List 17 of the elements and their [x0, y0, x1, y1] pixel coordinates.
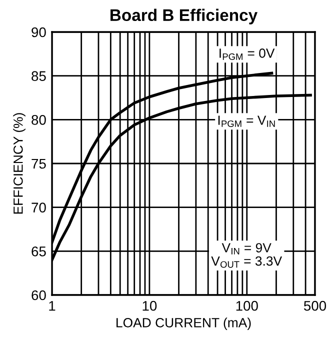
y-tick-label: 75 — [32, 158, 46, 169]
x-axis-title: LOAD CURRENT (mA) — [116, 318, 251, 330]
annotation: I$_{PGM}$ = 0V — [220, 48, 275, 60]
y-tick-label: 85 — [32, 71, 46, 82]
y-tick-label: 80 — [32, 115, 46, 125]
y-tick-label: 60 — [32, 290, 46, 300]
x-tick-label: 100 — [236, 300, 258, 311]
y-tick-label: 65 — [32, 246, 46, 256]
y-axis-title: EFFICIENCY (%) — [13, 113, 26, 214]
y-tick-label: 70 — [32, 202, 46, 213]
x-tick-label: 500 — [304, 300, 326, 311]
annotation: I$_{PGM}$ = V$_{IN}$ — [218, 116, 275, 127]
chart-title: Board B Efficiency — [110, 8, 258, 24]
x-tick-label: 10 — [142, 300, 157, 311]
x-tick-label: 1 — [49, 301, 56, 311]
y-tick-label: 90 — [32, 27, 46, 38]
text: V$_{IN}$ = 9V V$_{OUT}$ = 3.3V — [211, 243, 282, 268]
